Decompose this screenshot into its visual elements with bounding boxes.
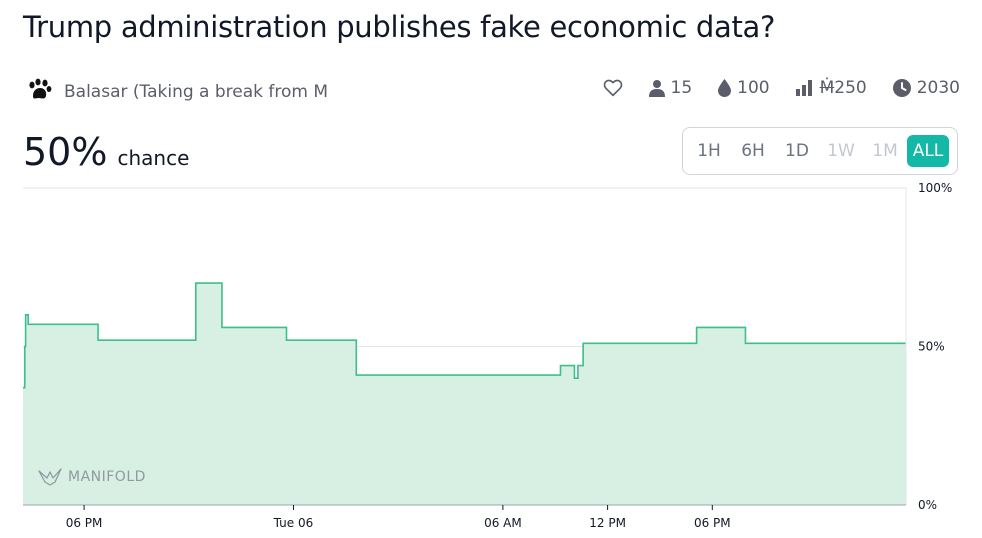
range-button-1d[interactable]: 1D: [785, 141, 809, 161]
traders-stat[interactable]: 15: [648, 78, 693, 98]
probability-line: [23, 282, 906, 389]
watermark-text: MANIFOLD: [68, 469, 146, 485]
y-tick-label: 0%: [918, 498, 937, 512]
x-axis: 06 PM Tue 06 06 AM 12 PM 06 PM: [23, 504, 906, 530]
heart-icon: [603, 79, 622, 97]
traders-count: 15: [670, 78, 693, 98]
currency-symbol: Ṁ: [819, 78, 835, 98]
user-icon: [648, 80, 665, 97]
manifold-watermark: MANIFOLD: [38, 468, 146, 486]
paw-icon: [26, 78, 52, 106]
probability-chart[interactable]: 100% 50% 0% 06 PM Tue 06 06 AM 12 PM 06 PM: [0, 180, 982, 538]
probability-value: 50%: [23, 130, 108, 174]
y-tick-label: 100%: [918, 181, 952, 195]
market-meta-row: Balasar (Taking a break from M 15 100 Ṁ2…: [0, 74, 982, 106]
x-tick-label: 12 PM: [589, 516, 626, 530]
range-button-1w: 1W: [827, 141, 855, 161]
creator[interactable]: Balasar (Taking a break from M: [26, 78, 328, 106]
close-year: 2030: [916, 78, 960, 98]
creator-name[interactable]: Balasar (Taking a break from M: [64, 82, 329, 102]
probability-area: [23, 283, 906, 505]
chart-grid: [23, 187, 906, 347]
clock-icon: [892, 79, 911, 97]
liquidity-value: 100: [737, 78, 770, 98]
droplet-icon: [718, 79, 732, 97]
crane-icon: [38, 468, 62, 486]
market-stats: 15 100 Ṁ250 2030: [603, 78, 960, 98]
range-button-1m: 1M: [872, 141, 898, 161]
liquidity-stat[interactable]: 100: [718, 78, 770, 98]
volume-amount: 250: [834, 78, 867, 98]
x-tick-label: 06 AM: [484, 516, 522, 530]
volume-value: Ṁ250: [820, 78, 867, 98]
close-date-stat[interactable]: 2030: [892, 78, 960, 98]
y-tick-label: 50%: [918, 340, 945, 354]
x-tick-label: Tue 06: [273, 516, 314, 530]
x-tick-label: 06 PM: [694, 516, 731, 530]
range-button-all[interactable]: ALL: [907, 135, 949, 167]
volume-stat[interactable]: Ṁ250: [795, 78, 867, 98]
follow-button[interactable]: [603, 79, 623, 97]
market-title: Trump administration publishes fake econ…: [23, 10, 776, 44]
bar-chart-icon: [795, 80, 812, 96]
time-range-selector: 1H 6H 1D 1W 1M ALL: [682, 127, 958, 175]
range-button-6h[interactable]: 6H: [741, 141, 765, 161]
x-tick-label: 06 PM: [66, 516, 103, 530]
y-axis: 100% 50% 0%: [905, 181, 952, 512]
probability-display: 50% chance: [23, 130, 189, 174]
probability-label: chance: [117, 146, 190, 170]
range-button-1h[interactable]: 1H: [697, 141, 721, 161]
